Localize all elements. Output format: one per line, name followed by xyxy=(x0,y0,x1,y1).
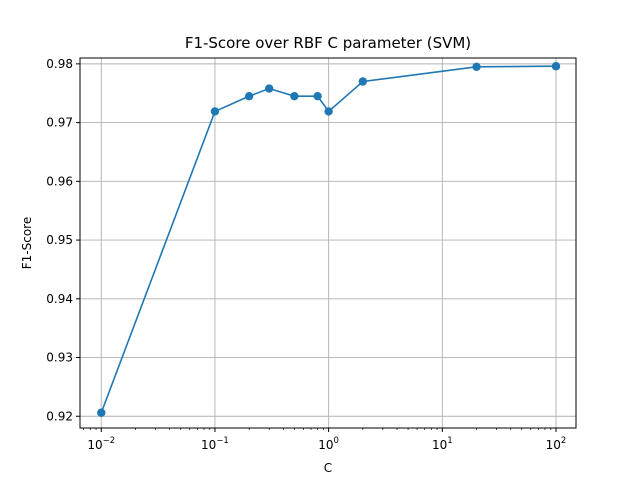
y-tick-label: 0.96 xyxy=(46,174,73,188)
y-tick-label: 0.92 xyxy=(46,409,73,423)
data-point xyxy=(97,408,106,417)
x-tick-label: 100 xyxy=(318,436,339,452)
data-point xyxy=(358,77,368,86)
data-point xyxy=(472,62,481,72)
x-tick-exponent: −1 xyxy=(216,436,229,446)
y-axis-ticks: 0.92 0.93 0.94 0.95 0.96 0.97 0.98 xyxy=(46,57,80,423)
x-tick-exponent: 1 xyxy=(447,436,452,446)
series-line xyxy=(100,65,556,414)
data-point xyxy=(264,84,274,93)
y-axis-label: F1-Score xyxy=(20,217,34,269)
x-tick-base: 10 xyxy=(318,438,333,452)
grid xyxy=(80,58,576,428)
y-tick-label: 0.98 xyxy=(46,57,73,71)
x-tick-base: 10 xyxy=(87,438,102,452)
y-tick-label: 0.97 xyxy=(46,116,73,130)
x-tick-base: 10 xyxy=(432,438,447,452)
x-axis-ticks: 10−2 10−1 100 101 102 xyxy=(83,428,567,452)
x-axis-label: C xyxy=(324,461,332,475)
y-tick-label: 0.95 xyxy=(46,233,73,247)
data-point xyxy=(313,91,322,101)
x-tick-label: 10−2 xyxy=(87,436,115,452)
x-tick-exponent: 2 xyxy=(561,436,566,446)
x-tick-exponent: −2 xyxy=(103,436,116,446)
data-point xyxy=(290,91,299,101)
x-tick-base: 10 xyxy=(546,438,561,452)
x-tick-exponent: 0 xyxy=(334,436,339,446)
x-tick-label: 102 xyxy=(546,436,567,452)
data-point xyxy=(210,107,220,116)
data-point xyxy=(324,107,333,116)
chart-title: F1-Score over RBF C parameter (SVM) xyxy=(185,34,471,52)
y-tick-label: 0.94 xyxy=(46,292,73,306)
x-tick-label: 101 xyxy=(432,436,453,452)
y-tick-label: 0.93 xyxy=(46,351,73,365)
x-tick-label: 10−1 xyxy=(201,436,229,452)
axes xyxy=(79,57,577,429)
data-point xyxy=(244,91,254,101)
x-tick-base: 10 xyxy=(201,438,216,452)
plot-frame xyxy=(79,57,577,429)
series-layer xyxy=(97,62,561,417)
data-point xyxy=(551,62,561,71)
